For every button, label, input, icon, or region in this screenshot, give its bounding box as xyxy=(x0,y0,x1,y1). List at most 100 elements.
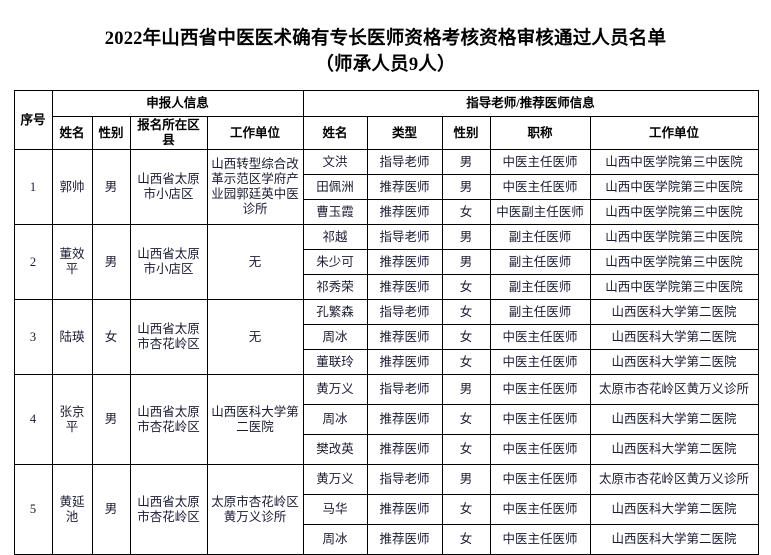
column-header-applicant-sex: 性别 xyxy=(91,116,131,150)
teacher-sex: 女 xyxy=(441,349,491,375)
teacher-name: 孔繁森 xyxy=(302,299,368,325)
applicant-district: 山西省太原市杏花岭区 xyxy=(129,374,208,465)
teacher-title: 中医主任医师 xyxy=(489,494,591,525)
teacher-sex: 女 xyxy=(441,434,491,465)
teacher-sex: 男 xyxy=(441,149,491,175)
applicant-sex: 男 xyxy=(91,149,131,225)
applicant-workplace: 山西医科大学第二医院 xyxy=(206,374,304,465)
applicant-name: 黄延池 xyxy=(51,464,93,555)
teacher-type: 推荐医师 xyxy=(366,349,443,375)
column-header-applicant-name: 姓名 xyxy=(51,116,93,150)
table-row: 1 郭帅男山西省太原市小店区 山西转型综合改革示范区学府产业园郭廷英中医诊所 文洪 指导… xyxy=(13,149,759,225)
teacher-type: 推荐医师 xyxy=(366,174,443,200)
applicant-sex: 男 xyxy=(91,224,131,300)
teacher-type: 推荐医师 xyxy=(366,274,443,300)
column-header-applicant-district: 报名所在区县 xyxy=(129,116,208,150)
teacher-type: 推荐医师 xyxy=(366,404,443,435)
applicant-workplace: 太原市杏花岭区黄万义诊所 xyxy=(206,464,304,555)
roster-table-container: 序号 申报人信息 指导老师/推荐医师信息 姓名 性别 报名所在区县 工作单位 姓… xyxy=(13,90,759,555)
column-header-applicant-workplace: 工作单位 xyxy=(206,116,304,150)
teacher-title: 中医主任医师 xyxy=(489,464,591,495)
teacher-title: 中医主任医师 xyxy=(489,324,591,350)
table-row: 曹玉霞 推荐医师女中医副主任医师 山西中医学院第三中医院 xyxy=(14,199,759,225)
teacher-name: 黄万义 xyxy=(302,374,368,405)
applicant-district: 山西省太原市杏花岭区 xyxy=(129,299,208,375)
teacher-name: 周冰 xyxy=(302,324,368,350)
table-row: 4 张京平男山西省太原市杏花岭区 山西医科大学第二医院 黄万义 指导老师男中医主任医师太… xyxy=(13,374,759,465)
applicant-seq: 4 xyxy=(13,374,53,465)
teacher-sex: 男 xyxy=(441,224,491,250)
teacher-workplace: 山西医科大学第二医院 xyxy=(589,434,759,465)
teacher-name: 马华 xyxy=(302,494,368,525)
teacher-workplace: 山西医科大学第二医院 xyxy=(589,524,759,555)
applicant-name: 张京平 xyxy=(51,374,93,465)
document-page: 2022年山西省中医医术确有专长医师资格考核资格审核通过人员名单 （师承人员9人… xyxy=(13,29,759,555)
teacher-sex: 女 xyxy=(441,299,491,325)
teacher-type: 推荐医师 xyxy=(366,324,443,350)
teacher-name: 曹玉霞 xyxy=(302,199,368,225)
teacher-workplace: 山西医科大学第二医院 xyxy=(589,349,759,375)
table-row: 3 陆瑛女山西省太原市杏花岭区无孔繁森 指导老师女副主任医师 山西医科大学第二医院 xyxy=(13,299,759,375)
teacher-title: 中医主任医师 xyxy=(489,524,591,555)
teacher-name: 田佩洲 xyxy=(302,174,368,200)
table-row: 周冰 推荐医师女中医主任医师 山西医科大学第二医院 xyxy=(14,324,759,350)
teacher-sex: 女 xyxy=(441,324,491,350)
teacher-sex: 女 xyxy=(441,494,491,525)
teacher-type: 推荐医师 xyxy=(366,494,443,525)
teacher-title: 中医主任医师 xyxy=(489,349,591,375)
teacher-name: 祁越 xyxy=(302,224,368,250)
teacher-workplace: 山西中医学院第三中医院 xyxy=(589,149,759,175)
applicant-workplace: 山西转型综合改革示范区学府产业园郭廷英中医诊所 xyxy=(206,149,304,225)
table-row: 樊改英 推荐医师女中医主任医师 山西医科大学第二医院 xyxy=(14,434,759,465)
teacher-title: 副主任医师 xyxy=(489,274,591,300)
teacher-type: 推荐医师 xyxy=(366,434,443,465)
teacher-name: 周冰 xyxy=(302,524,368,555)
teacher-sex: 男 xyxy=(441,374,491,405)
teacher-type: 推荐医师 xyxy=(366,524,443,555)
column-header-teacher-workplace: 工作单位 xyxy=(589,116,759,150)
column-group-teacher: 指导老师/推荐医师信息 xyxy=(302,90,759,117)
teacher-name: 文洪 xyxy=(302,149,368,175)
applicant-district: 山西省太原市杏花岭区 xyxy=(129,464,208,555)
applicant-name: 郭帅 xyxy=(51,149,93,225)
table-row: 董联玲 推荐医师女中医主任医师 山西医科大学第二医院 xyxy=(14,349,759,375)
teacher-title: 副主任医师 xyxy=(489,299,591,325)
applicant-workplace: 无 xyxy=(206,224,304,300)
teacher-workplace: 山西医科大学第二医院 xyxy=(589,324,759,350)
teacher-name: 董联玲 xyxy=(302,349,368,375)
teacher-workplace: 山西医科大学第二医院 xyxy=(589,404,759,435)
table-body: 1 郭帅男山西省太原市小店区 山西转型综合改革示范区学府产业园郭廷英中医诊所 文洪 指导… xyxy=(13,149,759,555)
teacher-type: 指导老师 xyxy=(366,224,443,250)
table-row: 2 董效平男山西省太原市小店区无祁越 指导老师男副主任医师 山西中医学院第三中医院 xyxy=(13,224,759,300)
teacher-name: 周冰 xyxy=(302,404,368,435)
teacher-name: 黄万义 xyxy=(302,464,368,495)
teacher-sex: 女 xyxy=(441,404,491,435)
teacher-workplace: 太原市杏花岭区黄万义诊所 xyxy=(589,374,759,405)
page-title-line-2: （师承人员9人） xyxy=(315,55,456,75)
teacher-type: 推荐医师 xyxy=(366,199,443,225)
teacher-type: 推荐医师 xyxy=(366,249,443,275)
teacher-title: 中医主任医师 xyxy=(489,434,591,465)
applicant-name: 陆瑛 xyxy=(51,299,93,375)
teacher-type: 指导老师 xyxy=(366,149,443,175)
teacher-title: 中医主任医师 xyxy=(489,374,591,405)
teacher-title: 中医主任医师 xyxy=(489,149,591,175)
page-title-line-1: 2022年山西省中医医术确有专长医师资格考核资格审核通过人员名单 xyxy=(104,29,667,49)
teacher-title: 中医主任医师 xyxy=(489,404,591,435)
teacher-workplace: 山西中医学院第三中医院 xyxy=(589,274,759,300)
applicant-sex: 男 xyxy=(91,374,131,465)
applicant-sex: 女 xyxy=(91,299,131,375)
table-head: 序号 申报人信息 指导老师/推荐医师信息 姓名 性别 报名所在区县 工作单位 姓… xyxy=(13,90,759,150)
table-row: 5 黄延池男山西省太原市杏花岭区 太原市杏花岭区黄万义诊所 黄万义 指导老师男中医主任医… xyxy=(13,464,759,555)
applicant-workplace: 无 xyxy=(206,299,304,375)
teacher-workplace: 山西医科大学第二医院 xyxy=(589,494,759,525)
teacher-sex: 男 xyxy=(441,174,491,200)
teacher-sex: 男 xyxy=(441,464,491,495)
teacher-title: 中医主任医师 xyxy=(489,174,591,200)
table-row: 田佩洲 推荐医师男中医主任医师 山西中医学院第三中医院 xyxy=(14,174,759,200)
column-header-teacher-type: 类型 xyxy=(366,116,443,150)
applicant-name: 董效平 xyxy=(51,224,93,300)
header-sub-row: 姓名 性别 报名所在区县 工作单位 姓名 类型 性别 职称 工作单位 xyxy=(14,116,759,150)
applicant-sex: 男 xyxy=(91,464,131,555)
table-row: 祁秀荣 推荐医师女副主任医师 山西中医学院第三中医院 xyxy=(14,274,759,300)
